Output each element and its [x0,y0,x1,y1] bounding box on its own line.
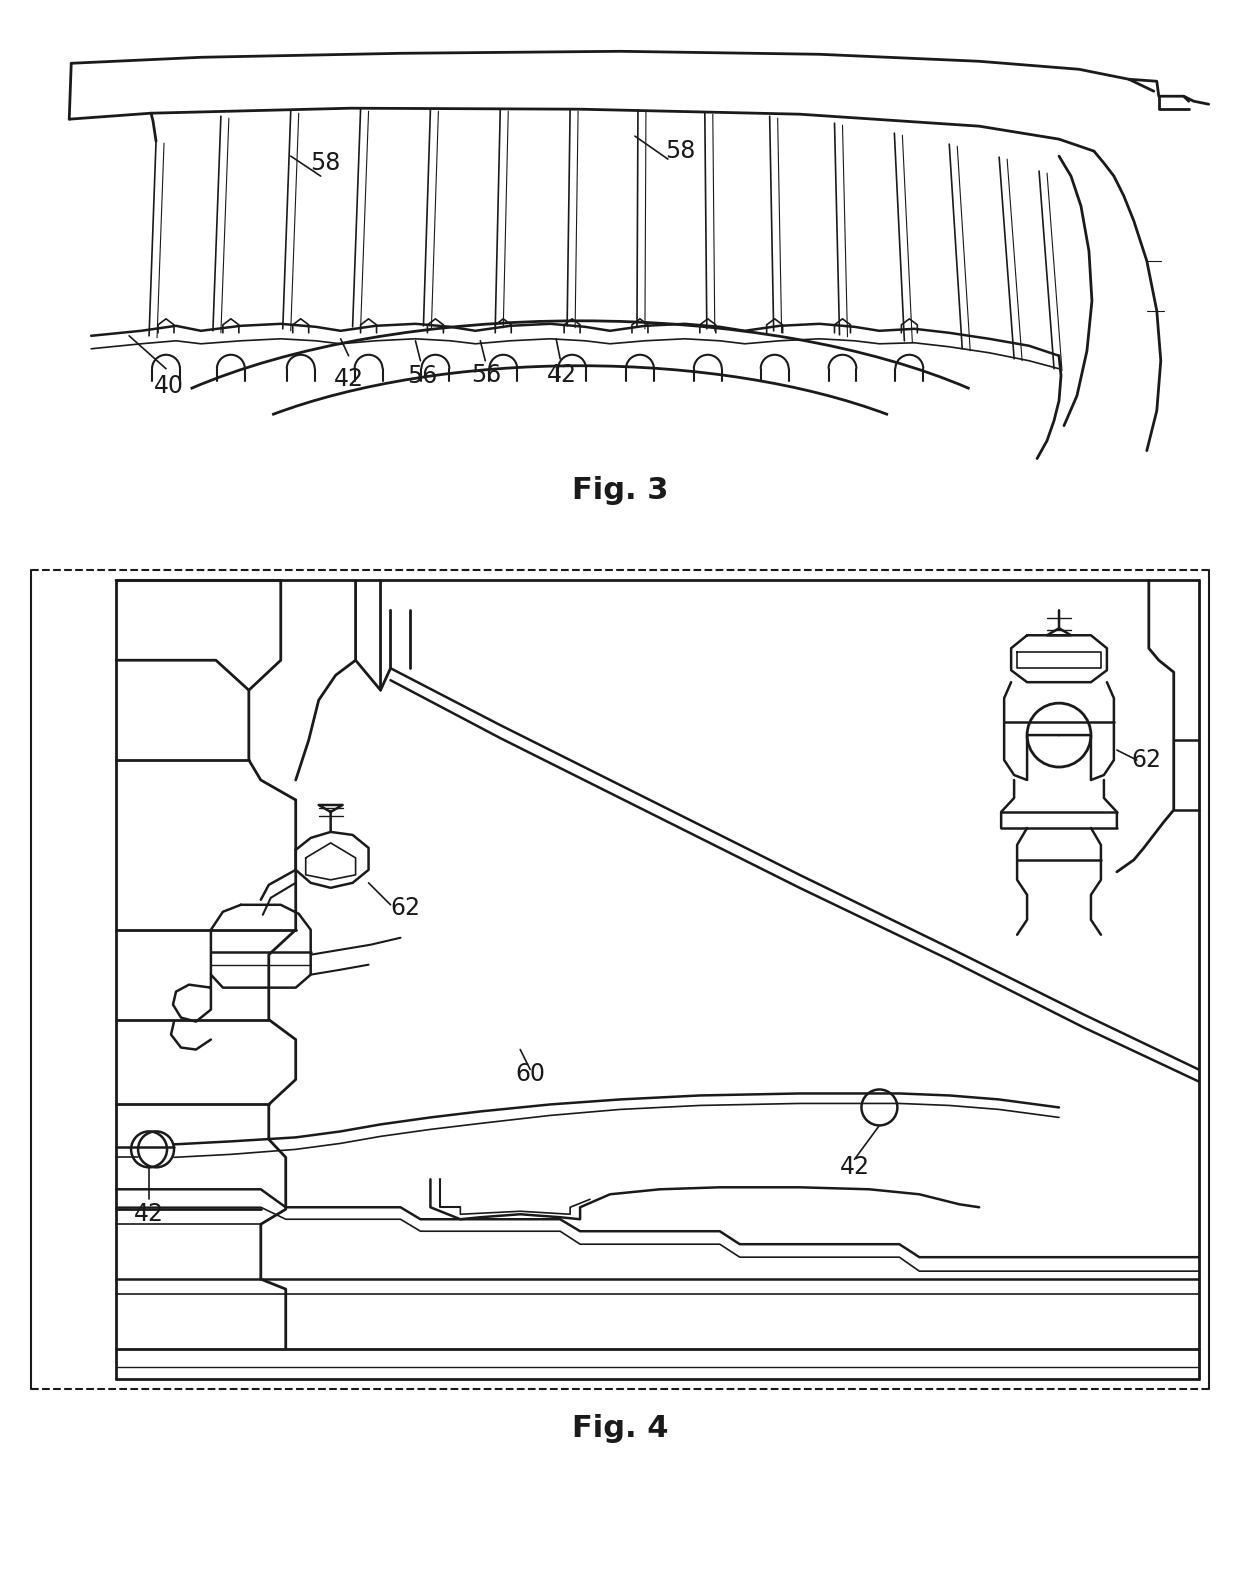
Text: 56: 56 [407,363,438,388]
Text: 62: 62 [1132,748,1162,772]
Text: 42: 42 [839,1155,869,1179]
Text: 60: 60 [515,1062,546,1087]
Text: 62: 62 [391,896,420,920]
Text: 58: 58 [310,151,341,175]
Text: Fig. 4: Fig. 4 [572,1414,668,1444]
Text: 42: 42 [547,363,577,387]
Text: Fig. 3: Fig. 3 [572,477,668,505]
Text: 42: 42 [334,366,363,391]
Text: 56: 56 [471,363,501,387]
Text: 40: 40 [154,374,184,398]
Text: 58: 58 [665,139,696,163]
Text: 42: 42 [134,1202,164,1226]
